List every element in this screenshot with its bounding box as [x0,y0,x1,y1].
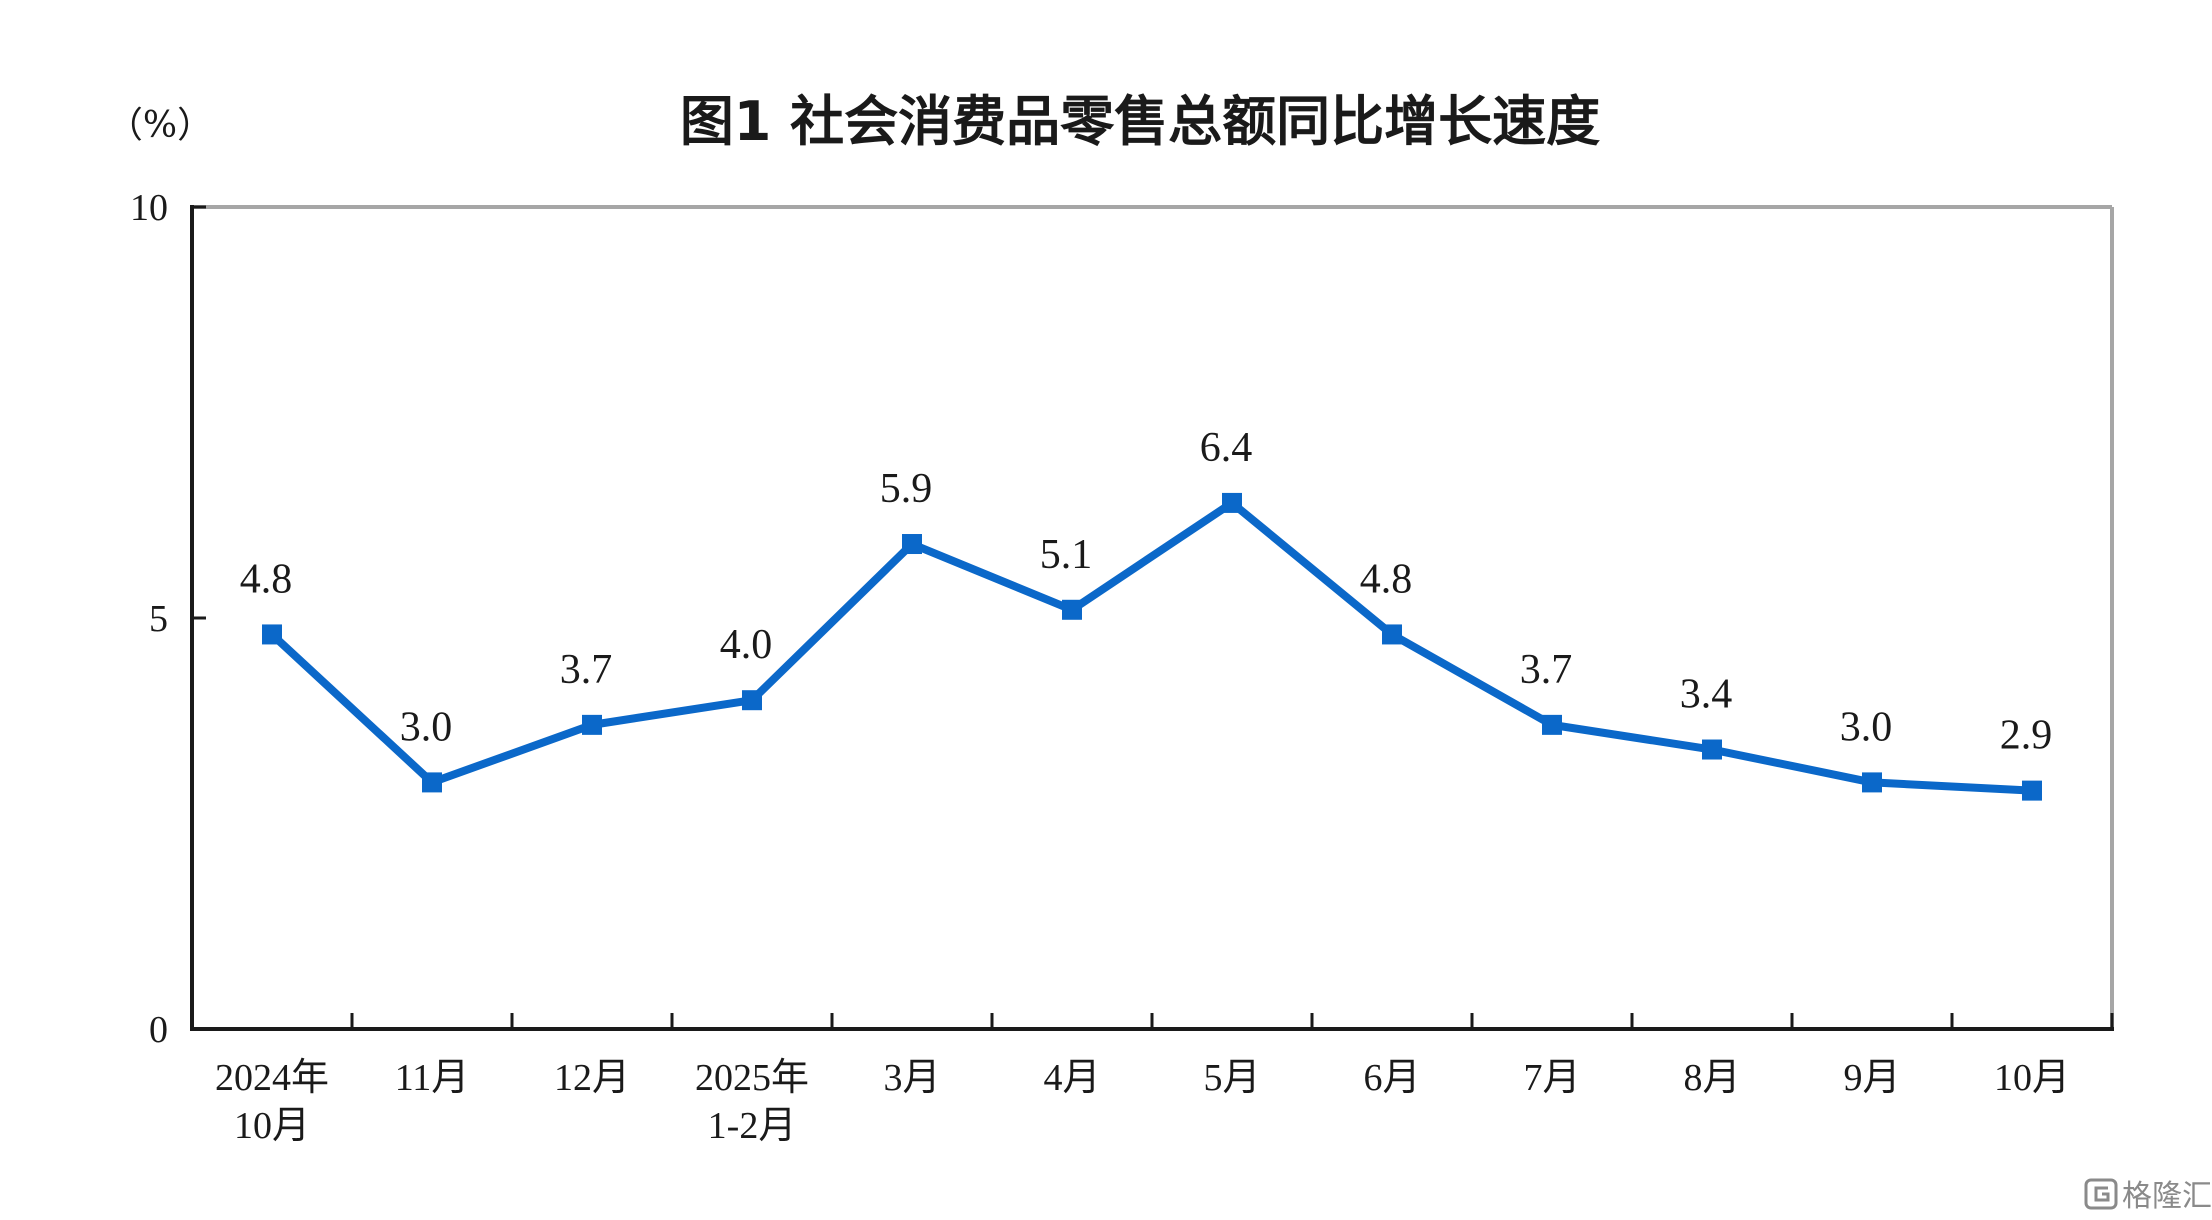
data-point-marker [1702,739,1722,760]
x-tick-label: 10月 [1994,1057,2070,1099]
data-point-marker [582,714,602,735]
x-tick-label: 7月 [1523,1057,1580,1099]
x-tick-label: 2024年 [215,1057,329,1099]
x-tick-label: 4月 [1043,1057,1100,1099]
data-point-marker [422,772,442,793]
plot-frame [190,205,2114,1031]
data-label: 4.8 [1360,556,1413,602]
x-axis-labels: 2024年 10月 11月 12月 2025年 1-2月 3月 4月 5月 6月 7月 8月 9月 10月 [215,1057,2070,1147]
data-label: 3.7 [560,647,613,693]
x-tick-label: 3月 [883,1057,940,1099]
y-tick-label: 0 [149,1009,168,1051]
axis-ticks [192,205,2114,1031]
data-point-marker [902,534,922,555]
watermark-text: 格隆汇 [2122,1179,2212,1214]
series-line-group [262,492,2042,801]
data-label: 3.7 [1520,647,1573,693]
x-tick-label: 10月 [234,1105,310,1147]
x-tick-label: 5月 [1203,1057,1260,1099]
x-tick-label: 9月 [1843,1057,1900,1099]
data-label: 4.0 [720,622,773,668]
data-label: 3.0 [1840,704,1893,750]
x-tick-label: 11月 [395,1057,470,1099]
chart-title: 图1 社会消费品零售总额同比增长速度 [680,90,1600,153]
y-tick-label: 10 [130,187,168,229]
series-line [268,498,2036,795]
watermark: 格隆汇 [2084,1178,2212,1214]
data-label: 3.4 [1680,672,1733,718]
y-axis-labels: 0 5 10 [130,187,168,1051]
data-label: 6.4 [1200,425,1253,471]
data-label: 2.9 [2000,713,2053,759]
data-point-marker [1222,492,1242,513]
data-point-marker [1382,624,1402,645]
y-unit-label: （%） [107,105,213,146]
data-point-marker [1062,599,1082,620]
data-label: 5.9 [880,466,933,512]
x-tick-label: 1-2月 [708,1105,797,1147]
data-point-marker [742,690,762,711]
x-tick-label: 8月 [1683,1057,1740,1099]
data-point-marker [1542,714,1562,735]
data-point-marker [1862,772,1882,793]
y-tick-label: 5 [149,598,168,640]
data-label: 3.0 [400,704,453,750]
data-labels: 4.8 3.0 3.7 4.0 5.9 5.1 6.4 4.8 3.7 3.4 3.0 2.9 [240,425,2053,759]
x-tick-label: 12月 [554,1057,630,1099]
data-point-marker [2022,780,2042,801]
data-label: 4.8 [240,556,293,602]
x-tick-label: 6月 [1363,1057,1420,1099]
gelonghui-logo-icon [2084,1178,2118,1210]
data-label: 5.1 [1040,532,1093,578]
x-tick-label: 2025年 [695,1057,809,1099]
data-point-marker [262,624,282,645]
